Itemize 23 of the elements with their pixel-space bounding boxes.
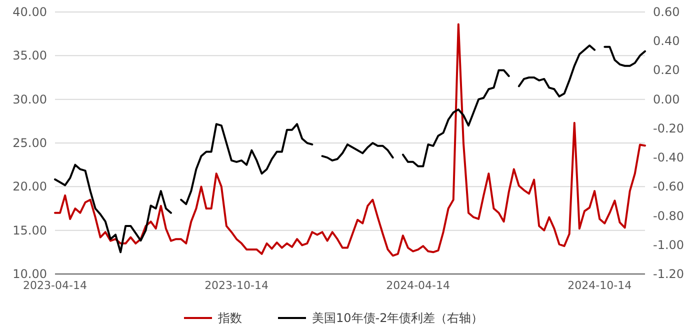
y-tick-label: 35.00 <box>12 48 47 63</box>
legend-label: 美国10年债-2年债利差（右轴） <box>312 311 484 325</box>
y2-tick-label: -1.00 <box>653 238 684 252</box>
y2-tick-label: 0.40 <box>653 34 680 48</box>
y-tick-label: 30.00 <box>12 92 47 106</box>
y2-tick-label: -0.80 <box>653 208 684 223</box>
y2-tick-label: 0.20 <box>653 63 680 78</box>
y-tick-label: 15.00 <box>12 223 47 238</box>
y-tick-label: 40.00 <box>12 5 47 19</box>
x-tick-label: 2024-10-14 <box>568 279 632 292</box>
y2-tick-label: 0.00 <box>653 92 680 106</box>
y2-tick-label: -0.20 <box>653 121 684 136</box>
x-tick-label: 2023-10-14 <box>204 279 269 292</box>
y2-tick-label: -1.20 <box>653 267 684 281</box>
y-tick-label: 20.00 <box>12 180 47 194</box>
y2-tick-label: 0.60 <box>653 5 680 19</box>
y-tick-label: 25.00 <box>12 136 47 150</box>
x-tick-label: 2023-04-14 <box>23 279 87 292</box>
legend-label: 指数 <box>217 311 242 325</box>
y-tick-label: 10.00 <box>12 267 47 281</box>
y2-tick-label: -0.60 <box>653 180 684 194</box>
x-tick-label: 2024-04-14 <box>386 279 450 292</box>
y2-tick-label: -0.40 <box>653 150 684 165</box>
